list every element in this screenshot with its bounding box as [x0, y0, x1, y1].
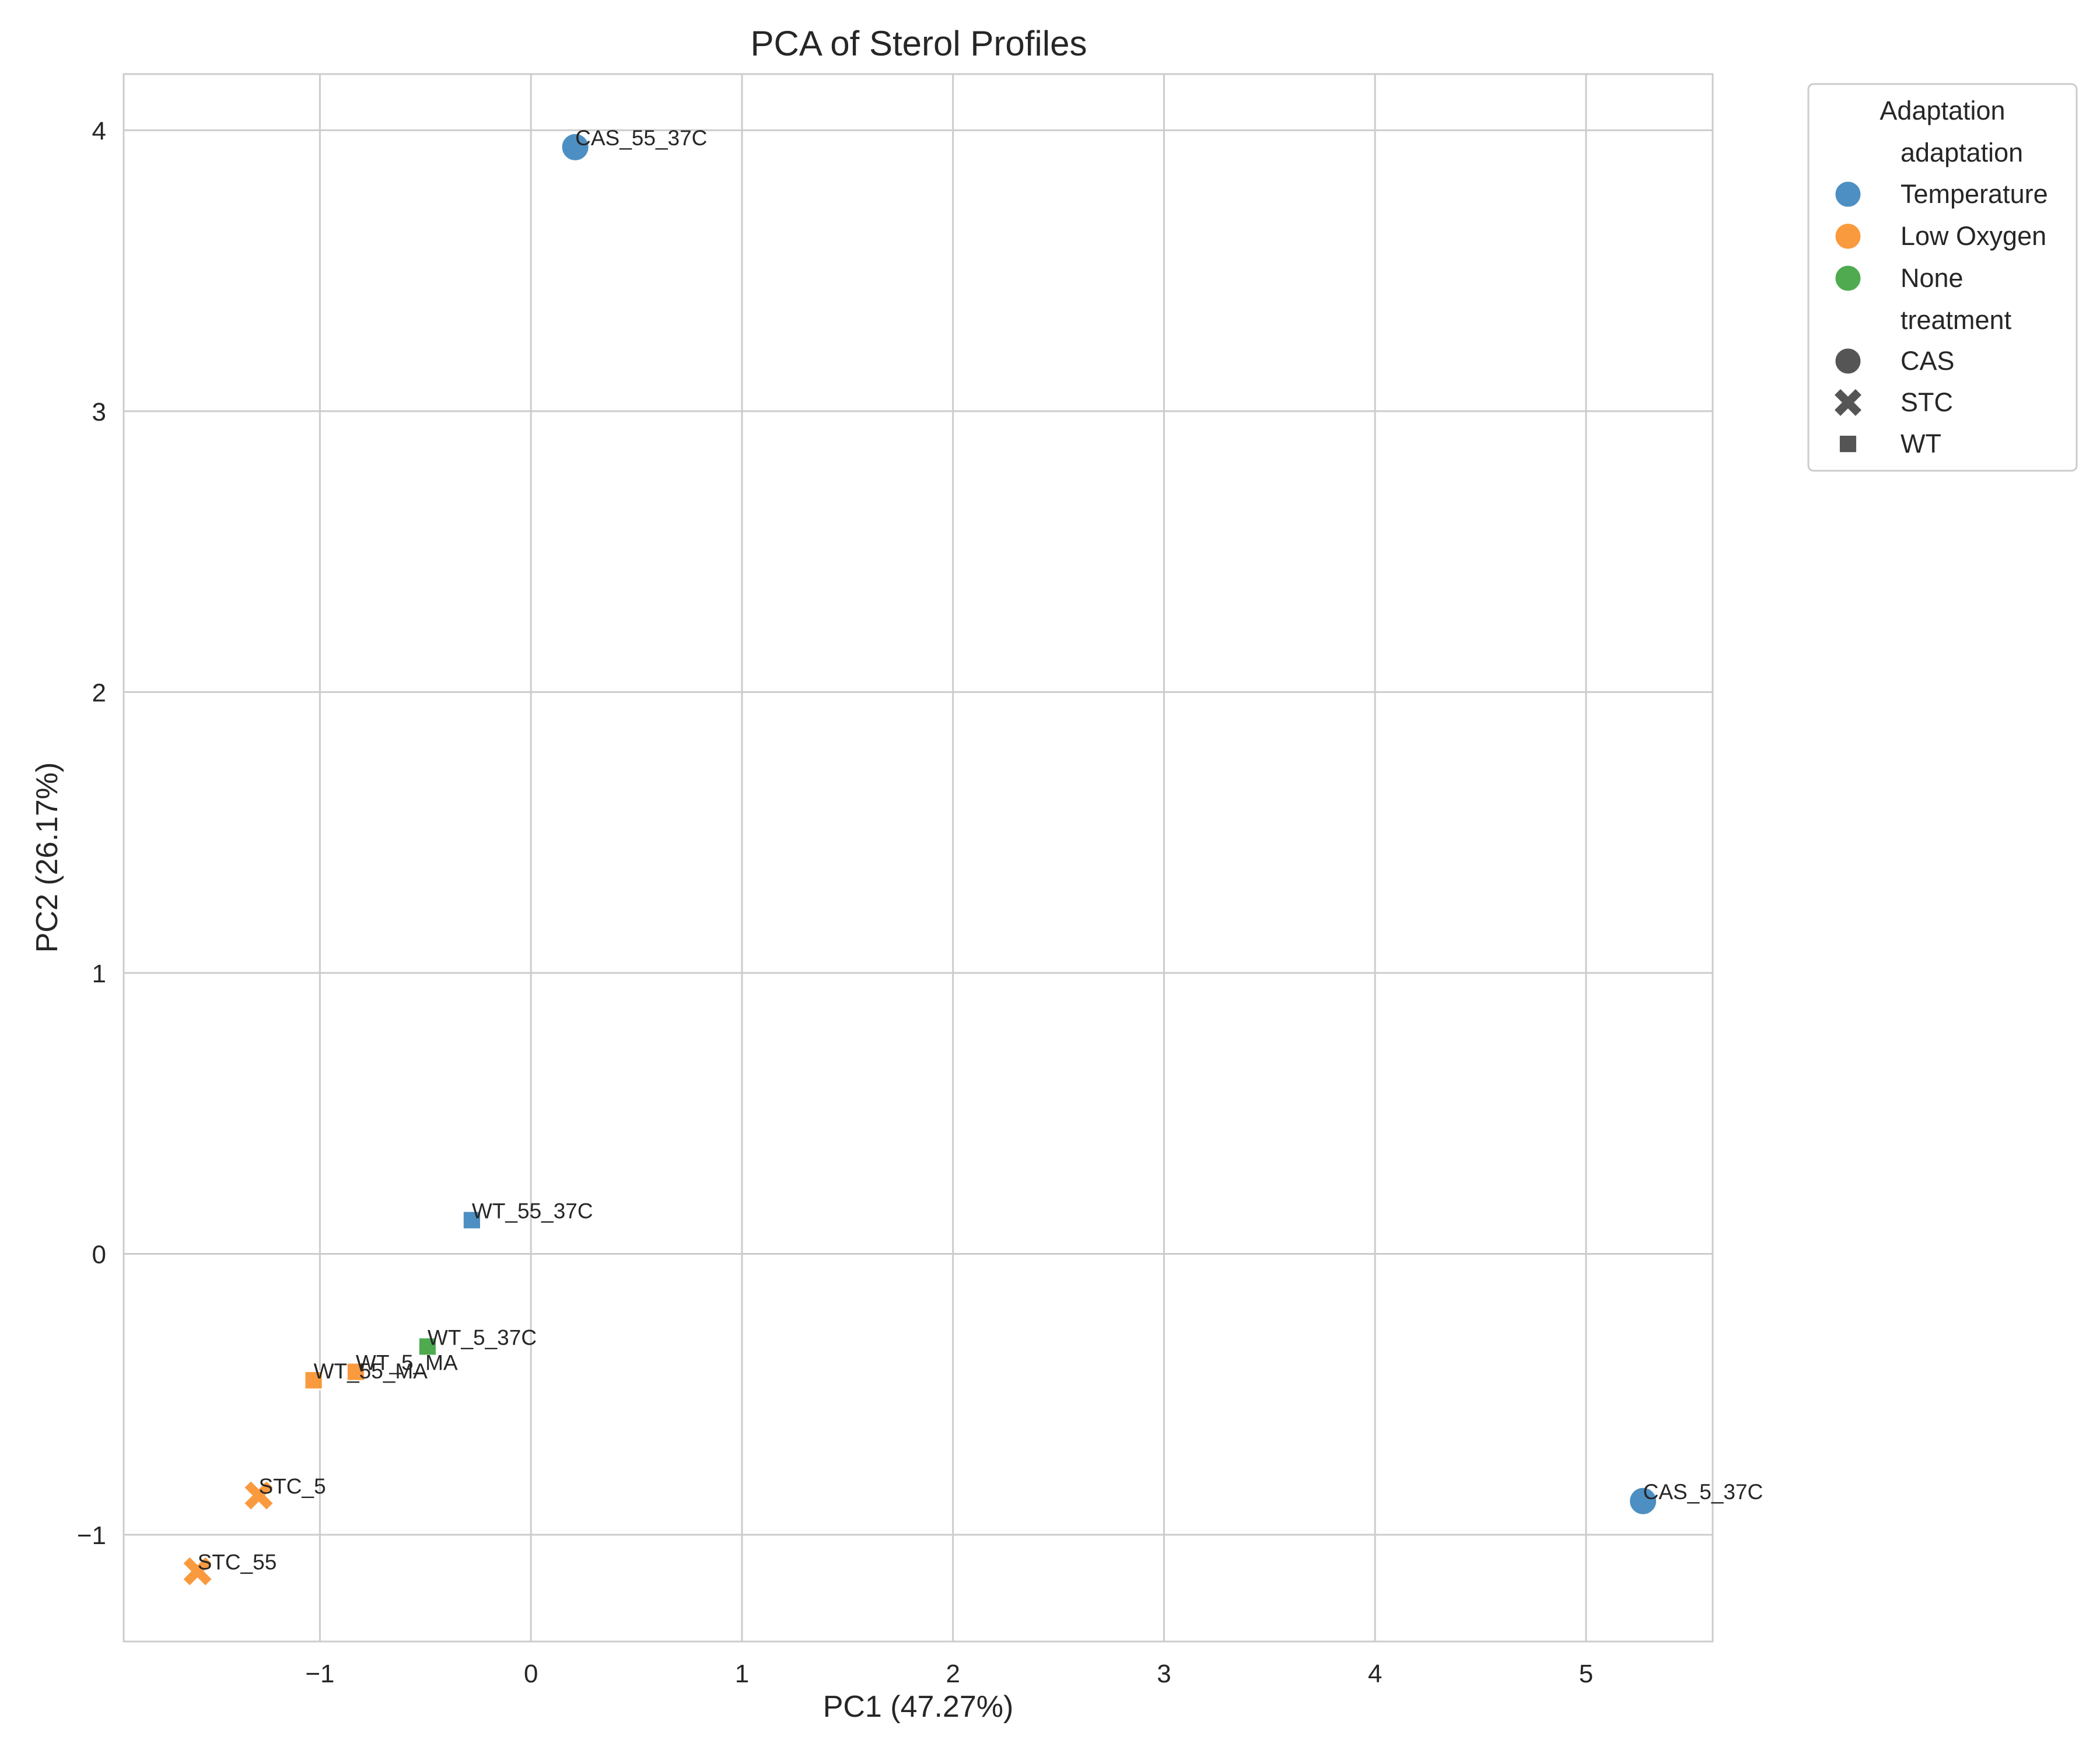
legend: Adaptation adaptation Temperature Low Oxy…	[1807, 83, 2078, 472]
grid-lines	[124, 74, 1713, 1642]
plot-frame	[123, 73, 1714, 1643]
legend-hue-marker	[1833, 264, 1863, 293]
legend-style-heading: treatment	[1901, 305, 2012, 335]
tick-labels: −1 0 1 2 3 4 5 −1 0 1 2 3 4	[77, 117, 1593, 1688]
legend-hue-marker	[1833, 180, 1863, 209]
data-point-stc-5	[244, 1481, 273, 1510]
point-label: STC_55	[198, 1550, 277, 1574]
legend-title: Adaptation	[1880, 96, 2005, 125]
x-tick-label: 1	[735, 1660, 749, 1688]
point-label: CAS_5_37C	[1643, 1480, 1763, 1504]
data-point-cas-5-37c	[1628, 1486, 1658, 1516]
legend-style-marker	[1835, 389, 1861, 416]
x-tick-label: 0	[524, 1660, 538, 1688]
x-axis-label: PC1 (47.27%)	[823, 1690, 1014, 1724]
legend-hue-label: Low Oxygen	[1901, 221, 2046, 251]
legend-hue-label: Temperature	[1901, 179, 2048, 209]
chart-title: PCA of Sterol Profiles	[751, 24, 1087, 63]
point-label: WT_5_MA	[356, 1351, 458, 1375]
legend-style-marker	[1833, 346, 1863, 376]
point-label: WT_5_37C	[428, 1325, 537, 1349]
y-tick-label: −1	[77, 1521, 106, 1550]
legend-hue-heading: adaptation	[1901, 138, 2023, 167]
data-point-wt-55-ma	[303, 1370, 324, 1391]
data-point-wt-5-ma	[345, 1362, 366, 1382]
y-tick-label: 0	[92, 1240, 106, 1269]
legend-style-label: CAS	[1901, 346, 1955, 376]
point-label: STC_5	[259, 1475, 326, 1499]
point-label: WT_55_37C	[472, 1199, 593, 1223]
x-tick-label: 4	[1368, 1660, 1382, 1688]
x-tick-label: 3	[1157, 1660, 1171, 1688]
legend-style-label: STC	[1901, 387, 1953, 417]
y-axis-label: PC2 (26.17%)	[30, 762, 64, 953]
point-label: CAS_55_37C	[575, 126, 707, 150]
data-point-wt-5-37c	[417, 1336, 438, 1357]
legend-style-entries: CAS STC WT	[1833, 346, 1955, 459]
data-point-wt-55-37c	[461, 1210, 482, 1230]
y-tick-label: 3	[92, 398, 106, 426]
legend-hue-marker	[1833, 222, 1863, 251]
legend-hue-entries: Temperature Low Oxygen None	[1833, 179, 2048, 293]
legend-style-marker	[1838, 433, 1859, 454]
point-label: WT_55_MA	[314, 1359, 428, 1383]
y-tick-label: 4	[92, 117, 106, 145]
x-tick-label: −1	[305, 1660, 334, 1688]
x-tick-label: 5	[1579, 1660, 1593, 1688]
y-tick-label: 2	[92, 678, 106, 707]
y-tick-label: 1	[92, 960, 106, 988]
x-tick-label: 2	[946, 1660, 960, 1688]
legend-style-label: WT	[1901, 429, 1941, 459]
legend-hue-label: None	[1901, 263, 1964, 293]
legend-box	[1807, 83, 2078, 472]
data-point-stc-55	[183, 1557, 212, 1586]
data-point-cas-55-37c	[560, 132, 590, 162]
data-points: CAS_55_37C CAS_5_37C WT_55_37C WT_5_37CWT_5…	[183, 126, 1763, 1586]
